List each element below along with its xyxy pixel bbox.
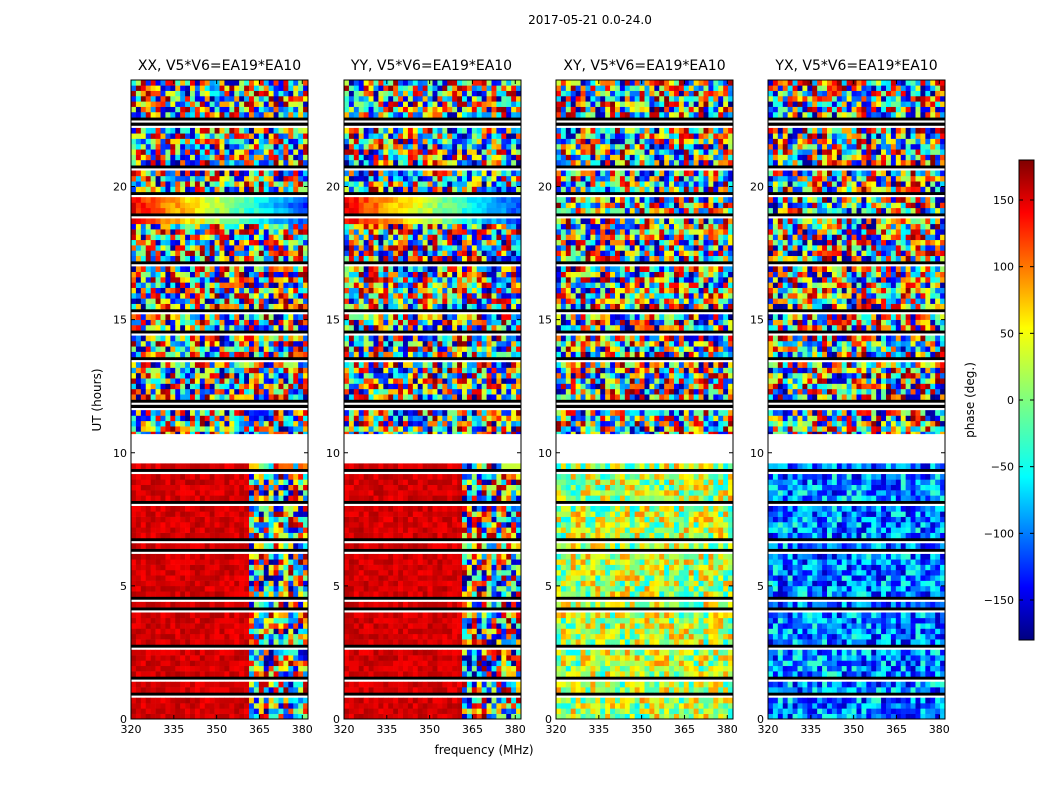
- panel-frame: [767, 79, 946, 720]
- x-tick-label: 350: [419, 723, 440, 736]
- x-tick-label: 380: [292, 723, 313, 736]
- x-tick-label: 350: [631, 723, 652, 736]
- x-axis-label: frequency (MHz): [434, 743, 534, 757]
- colorbar: 150 100 50 0 −50 −100 −150: [984, 159, 1035, 641]
- y-tick-label: 0: [757, 713, 764, 726]
- panel-frame: [130, 79, 309, 720]
- colorbar-tick-label: 100: [993, 261, 1014, 274]
- x-tick-label: 320: [758, 723, 779, 736]
- panel-frame: [343, 79, 522, 720]
- y-tick-label: 15: [113, 314, 127, 327]
- colorbar-tick-label: −150: [984, 594, 1014, 607]
- x-tick-label: 365: [674, 723, 695, 736]
- y-tick-label: 10: [326, 447, 340, 460]
- colorbar-tick-label: −50: [991, 461, 1014, 474]
- panel-title-xx: XX, V5*V6=EA19*EA10: [137, 58, 302, 74]
- x-tick-label: 365: [462, 723, 483, 736]
- y-tick-label: 10: [750, 447, 764, 460]
- panel-1: 320 335 350 365 380 0 5 10 15 20: [326, 79, 526, 736]
- panel-title-yy: YY, V5*V6=EA19*EA10: [350, 58, 513, 74]
- panel-title-yx: YX, V5*V6=EA19*EA10: [775, 58, 938, 74]
- y-tick-label: 5: [120, 580, 127, 593]
- x-tick-label: 320: [546, 723, 567, 736]
- colorbar-tick-label: −100: [984, 527, 1014, 540]
- y-tick-label: 0: [120, 713, 127, 726]
- y-tick-label: 10: [538, 447, 552, 460]
- y-tick-label: 15: [750, 314, 764, 327]
- y-tick-label: 15: [538, 314, 552, 327]
- y-tick-label: 20: [538, 181, 552, 194]
- x-tick-label: 320: [121, 723, 142, 736]
- figure-title: 2017-05-21 0.0-24.0: [528, 13, 652, 27]
- x-tick-label: 380: [717, 723, 738, 736]
- x-tick-label: 335: [588, 723, 609, 736]
- colorbar-tick-label: 50: [1000, 327, 1014, 340]
- panel-3: 320 335 350 365 380 0 5 10 15 20: [750, 79, 950, 736]
- y-tick-label: 5: [545, 580, 552, 593]
- panel-frame: [555, 79, 734, 720]
- x-tick-label: 350: [206, 723, 227, 736]
- x-tick-label: 335: [800, 723, 821, 736]
- x-tick-label: 380: [505, 723, 526, 736]
- y-tick-label: 5: [757, 580, 764, 593]
- y-tick-label: 20: [750, 181, 764, 194]
- panel-2: 320 335 350 365 380 0 5 10 15 20: [538, 79, 738, 736]
- y-tick-label: 0: [333, 713, 340, 726]
- x-tick-label: 335: [163, 723, 184, 736]
- y-tick-label: 20: [113, 181, 127, 194]
- panel-0: 320 335 350 365 380 0 5 10 15 20: [113, 79, 313, 736]
- x-tick-label: 350: [843, 723, 864, 736]
- x-tick-label: 365: [886, 723, 907, 736]
- x-tick-label: 380: [929, 723, 950, 736]
- y-tick-label: 5: [333, 580, 340, 593]
- panel-title-xy: XY, V5*V6=EA19*EA10: [563, 58, 726, 74]
- x-tick-label: 335: [376, 723, 397, 736]
- y-tick-label: 20: [326, 181, 340, 194]
- y-tick-label: 10: [113, 447, 127, 460]
- x-tick-label: 365: [249, 723, 270, 736]
- y-tick-label: 15: [326, 314, 340, 327]
- colorbar-tick-label: 150: [993, 194, 1014, 207]
- x-tick-label: 320: [334, 723, 355, 736]
- y-tick-label: 0: [545, 713, 552, 726]
- colorbar-tick-label: 0: [1007, 394, 1014, 407]
